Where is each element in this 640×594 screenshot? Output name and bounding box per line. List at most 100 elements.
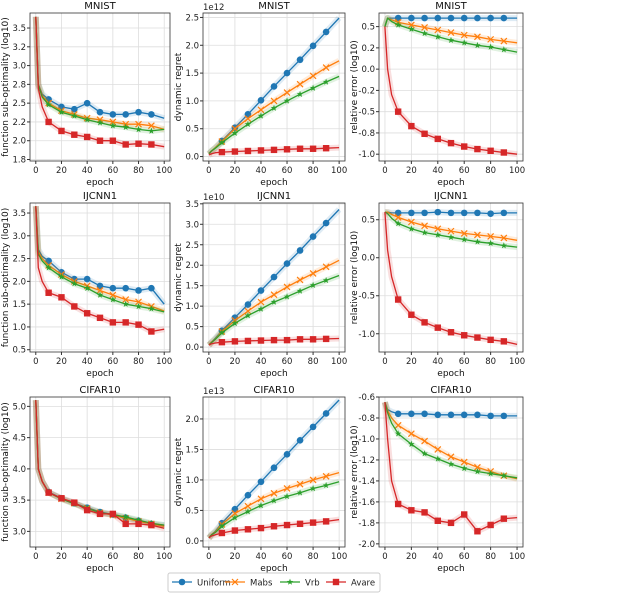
x-tick-label: 60 bbox=[282, 552, 293, 562]
data-point-mabs bbox=[231, 125, 239, 133]
data-point-vrb bbox=[148, 127, 155, 134]
data-point-avare bbox=[231, 338, 239, 345]
data-point-vrb bbox=[322, 482, 330, 489]
data-point-mabs bbox=[447, 453, 455, 461]
x-tick-label: 20 bbox=[406, 357, 417, 367]
x-tick-label: 40 bbox=[256, 166, 267, 176]
data-point-avare bbox=[122, 520, 129, 528]
y-tick-label: 0.0 bbox=[185, 537, 199, 547]
subplot-title: CIFAR10 bbox=[430, 385, 471, 396]
legend-frame bbox=[167, 572, 381, 593]
x-tick-label: 80 bbox=[485, 552, 496, 562]
data-point-mabs bbox=[394, 214, 402, 221]
data-point-avare bbox=[434, 517, 441, 524]
y-tick-label: 2.0 bbox=[12, 137, 26, 147]
data-point-uniform bbox=[309, 42, 317, 50]
data-point-uniform bbox=[296, 247, 304, 254]
y-tick-label: -0.5 bbox=[358, 108, 375, 118]
y-axis-label: relative error (log10) bbox=[350, 40, 360, 134]
x-axis-label: epoch bbox=[86, 564, 113, 574]
data-point-vrb bbox=[487, 239, 494, 247]
data-point-vrb bbox=[434, 455, 442, 462]
data-point-mabs bbox=[296, 276, 304, 284]
y-tick-label: -0.6 bbox=[358, 393, 375, 403]
data-point-avare bbox=[135, 140, 142, 147]
data-point-uniform bbox=[244, 301, 252, 308]
legend-marker bbox=[231, 578, 239, 586]
y-tick-label: 0.5 bbox=[185, 323, 199, 333]
data-point-avare bbox=[408, 122, 415, 130]
x-tick-label: 0 bbox=[206, 166, 211, 176]
data-point-uniform bbox=[460, 209, 468, 217]
data-point-avare bbox=[231, 527, 239, 534]
x-tick-label: 60 bbox=[107, 552, 118, 562]
x-tick-label: 100 bbox=[509, 166, 525, 176]
subplot-8: 0 20 40 60 80 100 -0.6 -0.8 -1.0 -1.2 -1.4 -1.6 -1.8… bbox=[350, 385, 525, 574]
data-point-mabs bbox=[407, 430, 415, 438]
data-point-vrb bbox=[45, 264, 52, 271]
subplot-2: 0 20 40 60 80 100 0.5 0.2 0.0 -0.2 -0.5 -0.8 -1.0 MNI… bbox=[350, 1, 525, 188]
x-tick-label: 60 bbox=[107, 357, 118, 367]
data-point-vrb bbox=[408, 25, 415, 32]
y-tick-label: 0.5 bbox=[361, 23, 375, 33]
data-point-mabs bbox=[500, 37, 508, 45]
legend-item-uniform: Uniform bbox=[172, 579, 231, 589]
data-point-uniform bbox=[71, 105, 78, 113]
data-point-vrb bbox=[309, 485, 317, 492]
y-axis-label: function sub-optimality (log10) bbox=[1, 208, 11, 348]
data-point-uniform bbox=[257, 287, 265, 294]
data-point-avare bbox=[231, 148, 239, 155]
legend-marker bbox=[286, 578, 294, 585]
data-point-avare bbox=[45, 489, 52, 496]
data-point-mabs bbox=[244, 115, 252, 123]
data-point-uniform bbox=[109, 111, 117, 118]
data-point-vrb bbox=[394, 430, 402, 437]
data-point-mabs bbox=[394, 421, 402, 429]
axes-frame bbox=[202, 396, 346, 548]
x-tick-label: 20 bbox=[56, 552, 67, 562]
y-tick-label: 0.5 bbox=[361, 216, 375, 226]
data-point-mabs bbox=[296, 480, 304, 488]
data-point-uniform bbox=[257, 97, 265, 104]
data-point-uniform bbox=[122, 284, 129, 292]
data-point-mabs bbox=[322, 472, 330, 480]
data-point-avare bbox=[244, 337, 252, 345]
data-point-mabs bbox=[460, 458, 468, 466]
data-point-mabs bbox=[283, 89, 291, 96]
data-point-vrb bbox=[218, 522, 226, 530]
x-tick-label: 20 bbox=[56, 166, 67, 176]
subplot-4: 0 20 40 60 80 100 0.0 0.5 1.0 1.5 2.0 2.5 3.0 3.5 IJCN… bbox=[174, 191, 347, 379]
data-point-vrb bbox=[474, 468, 481, 475]
y-tick-label: 3.5 bbox=[12, 24, 26, 34]
data-point-avare bbox=[71, 499, 78, 506]
y-axis-label: dynamic regret bbox=[174, 52, 184, 121]
subplot-title: MNIST bbox=[435, 1, 467, 12]
y-tick-label: 2.0 bbox=[12, 277, 26, 287]
y-tick-label: -2.0 bbox=[358, 540, 375, 550]
data-point-uniform bbox=[408, 410, 415, 418]
x-tick-label: 80 bbox=[308, 552, 319, 562]
y-tick-label: 2.0 bbox=[185, 415, 199, 425]
data-point-uniform bbox=[322, 410, 330, 417]
data-point-uniform bbox=[135, 287, 142, 294]
data-point-mabs bbox=[244, 502, 252, 510]
x-tick-label: 60 bbox=[107, 166, 118, 176]
data-point-vrb bbox=[434, 231, 442, 238]
data-point-mabs bbox=[122, 296, 130, 304]
data-point-vrb bbox=[109, 296, 117, 303]
data-point-mabs bbox=[244, 307, 252, 315]
subplot-title: IJCNN1 bbox=[83, 191, 117, 202]
data-point-avare bbox=[421, 130, 428, 137]
data-point-vrb bbox=[122, 513, 129, 520]
data-point-uniform bbox=[96, 108, 104, 116]
y-tick-label: 3.5 bbox=[185, 200, 199, 210]
data-point-avare bbox=[257, 337, 265, 344]
data-point-avare bbox=[309, 145, 317, 152]
data-point-avare bbox=[309, 519, 317, 526]
data-point-avare bbox=[109, 319, 117, 326]
y-tick-label: 2.0 bbox=[185, 41, 199, 51]
data-point-vrb bbox=[218, 329, 226, 336]
data-point-vrb bbox=[309, 84, 317, 91]
x-axis-label: epoch bbox=[260, 178, 287, 188]
x-axis-label: epoch bbox=[437, 564, 464, 574]
